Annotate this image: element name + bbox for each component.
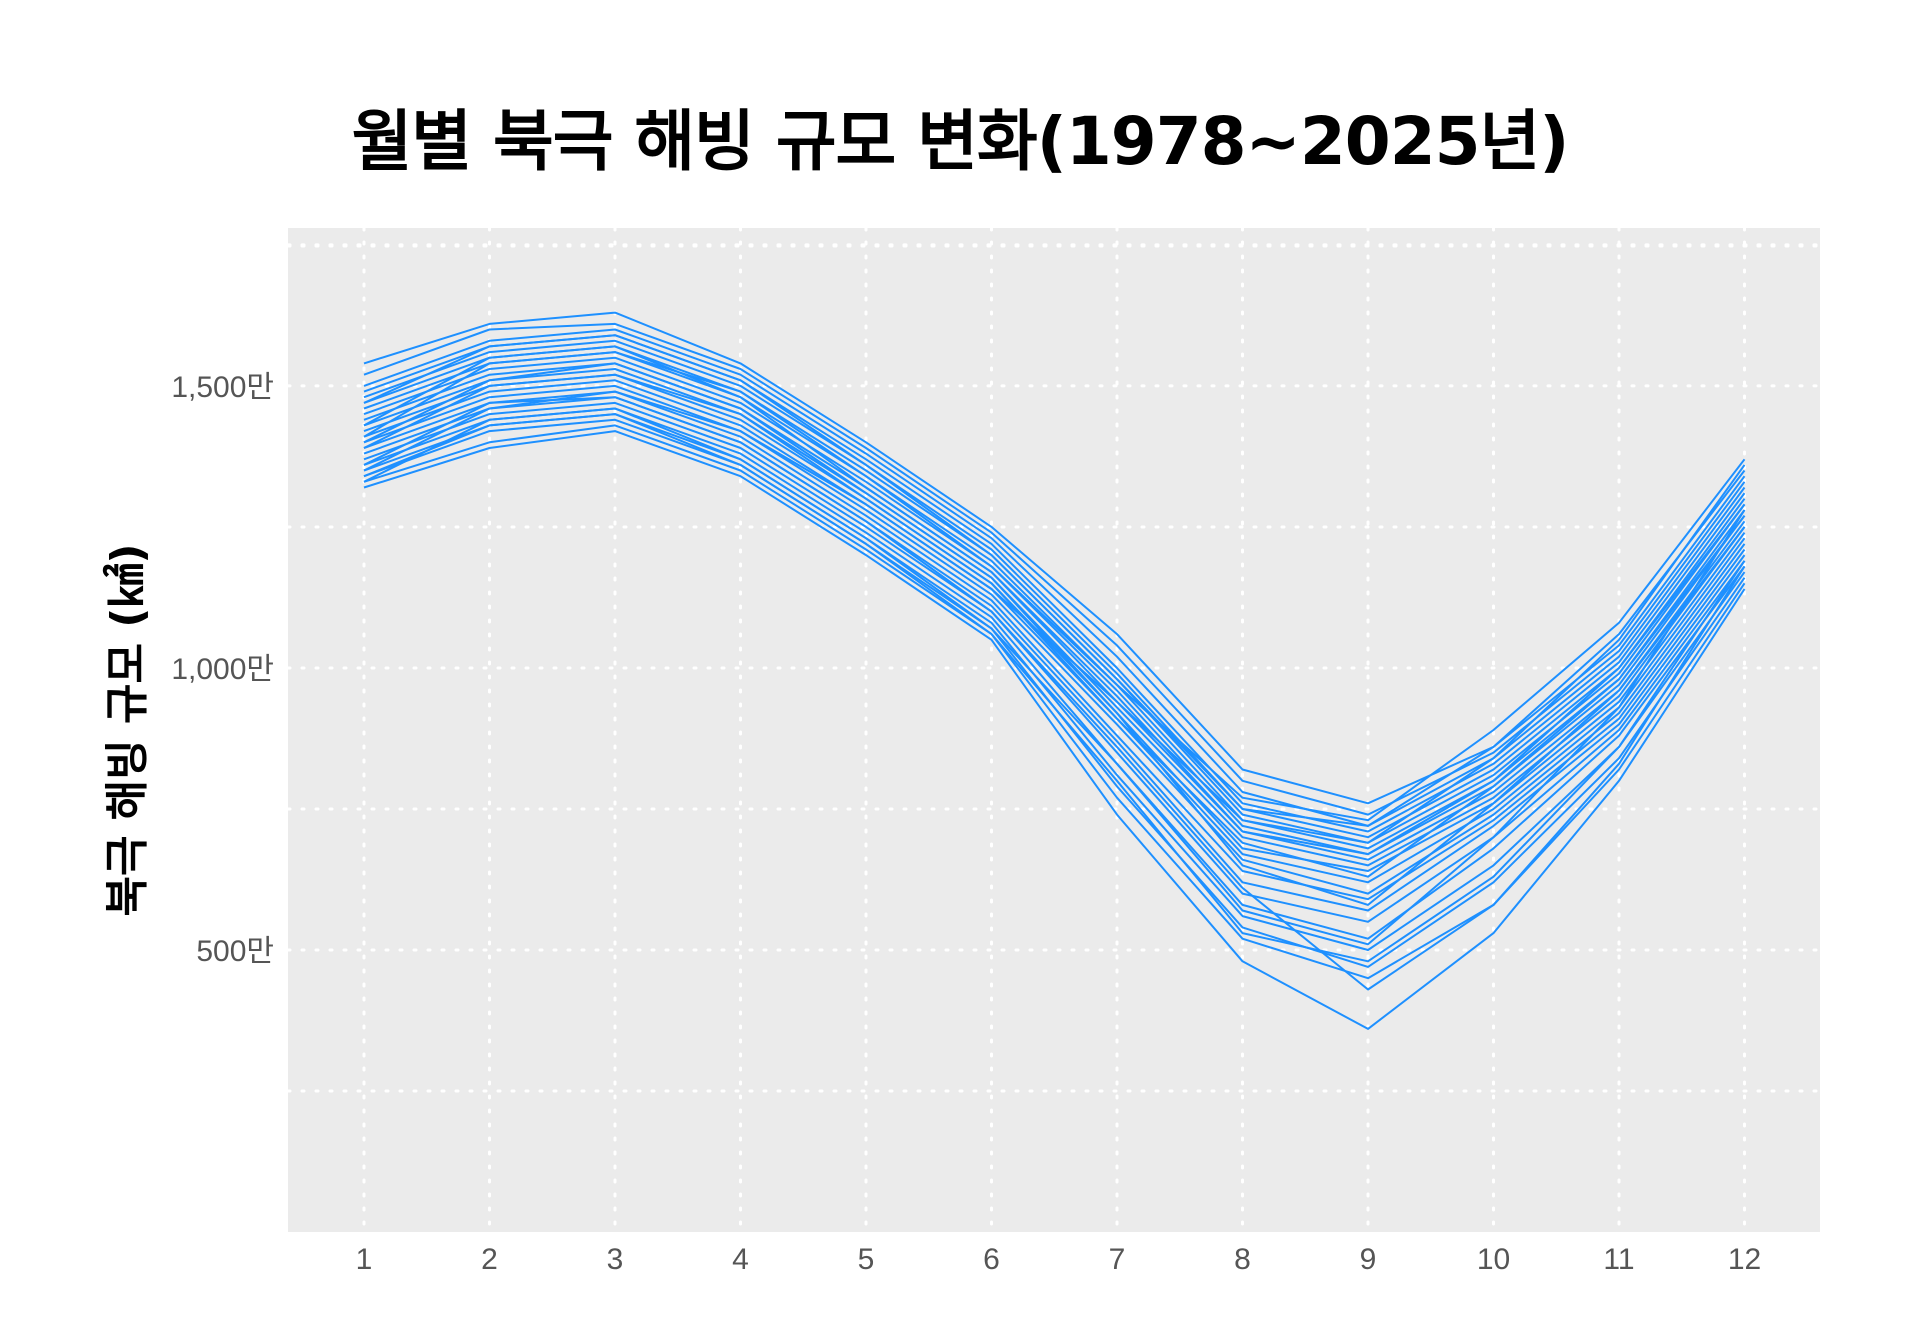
series-line	[363, 311, 1746, 805]
x-tick-label: 2	[481, 1243, 498, 1276]
x-tick-label: 7	[1109, 1243, 1126, 1276]
series-line	[363, 401, 1746, 923]
series-line	[363, 334, 1746, 827]
x-tick-label: 10	[1477, 1243, 1510, 1276]
y-tick-label: 1,500만	[171, 371, 274, 404]
series-line	[363, 345, 1746, 856]
x-tick-label: 3	[607, 1243, 624, 1276]
y-tick-labels: 500만 1,000만 1,500만	[171, 371, 274, 968]
series-line	[363, 322, 1746, 816]
chart-title: 월별 북극 해빙 규모 변화(1978~2025년)	[351, 103, 1570, 180]
x-tick-label: 9	[1360, 1243, 1377, 1276]
series-line	[363, 351, 1746, 822]
series-line	[363, 373, 1746, 878]
series-line	[363, 379, 1746, 884]
y-tick-label: 500만	[196, 935, 274, 968]
x-tick-label: 8	[1234, 1243, 1251, 1276]
series-line	[363, 413, 1746, 963]
x-tick-label: 12	[1728, 1243, 1761, 1276]
series-line	[363, 407, 1746, 946]
series-layer	[363, 311, 1746, 1030]
series-line	[363, 328, 1746, 827]
x-tick-label: 5	[858, 1243, 875, 1276]
grid-lines	[286, 226, 1822, 1234]
series-line	[363, 339, 1746, 839]
x-tick-label: 6	[983, 1243, 1000, 1276]
y-axis-label: 북극 해빙 규모 (㎢)	[102, 543, 153, 916]
series-line	[363, 368, 1746, 867]
x-tick-label: 4	[732, 1243, 749, 1276]
series-line	[363, 396, 1746, 991]
series-line	[363, 430, 1746, 1030]
y-tick-label: 1,000만	[171, 653, 274, 686]
series-line	[363, 384, 1746, 895]
x-tick-labels: 1 2 3 4 5 6 7 8 9 10 11 12	[356, 1243, 1762, 1276]
x-tick-label: 1	[356, 1243, 373, 1276]
series-line	[363, 362, 1746, 906]
x-tick-label: 11	[1603, 1243, 1634, 1276]
